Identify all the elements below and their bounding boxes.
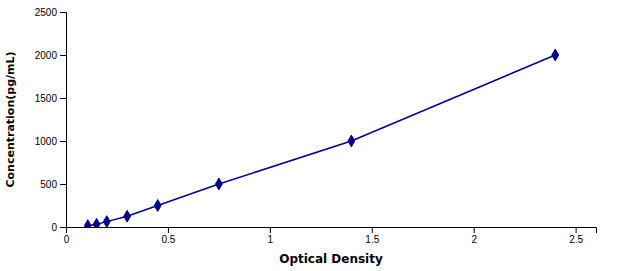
y-tick-label: 1500 (35, 93, 58, 104)
plot: 0 0.5 1 1.5 2 2.5 0 500 1000 1500 2000 2500 (35, 7, 597, 245)
y-axis-title: Concentration(pg/mL) (4, 51, 17, 187)
y-tick-mark (60, 227, 66, 228)
x-tick: 1 (268, 227, 274, 245)
y-tick-label: 1000 (35, 136, 58, 147)
y-tick-label: 2000 (35, 50, 58, 61)
x-axis-title: Optical Density (279, 252, 383, 266)
x-tick-mark (270, 227, 271, 233)
point (154, 200, 161, 212)
x-tick-label: 0.5 (161, 234, 175, 245)
y-tick-mark (60, 141, 66, 142)
x-tick-label: 2 (471, 234, 477, 245)
chart: 0 0.5 1 1.5 2 2.5 0 500 1000 1500 2000 2500 Optical … (0, 0, 618, 271)
y-tick-label: 2500 (35, 7, 58, 18)
x-tick-mark (372, 227, 373, 233)
x-tick-label: 1.5 (365, 234, 379, 245)
x-axis-line (67, 228, 597, 234)
point (552, 49, 559, 61)
x-tick-mark (474, 227, 475, 233)
x-tick: 2 (471, 227, 477, 245)
x-tick: 2.5 (569, 227, 583, 245)
x-tick-mark (168, 227, 169, 233)
y-tick-mark (60, 98, 66, 99)
point (84, 220, 91, 227)
y-tick: 1000 (35, 136, 66, 147)
y-tick: 0 (51, 222, 66, 233)
x-tick-label: 0 (64, 234, 70, 245)
y-tick-label: 0 (51, 222, 57, 233)
x-tick: 0 (64, 227, 70, 245)
x-tick: 1.5 (365, 227, 379, 245)
y-axis: 0 500 1000 1500 2000 2500 (35, 7, 67, 233)
point (215, 178, 222, 190)
point (103, 216, 110, 227)
point (348, 135, 355, 147)
point (93, 218, 100, 227)
x-tick-label: 1 (268, 234, 274, 245)
x-tick-mark (576, 227, 577, 233)
point (124, 210, 131, 222)
x-tick-label: 2.5 (569, 234, 583, 245)
y-tick-mark (60, 184, 66, 185)
line (88, 55, 555, 226)
y-tick: 500 (40, 179, 66, 190)
y-tick-mark (60, 12, 66, 13)
y-tick-mark (60, 55, 66, 56)
y-tick-label: 500 (40, 179, 57, 190)
marks (84, 49, 558, 227)
y-tick: 1500 (35, 93, 66, 104)
x-axis: 0 0.5 1 1.5 2 2.5 (64, 227, 597, 245)
x-tick: 0.5 (161, 227, 175, 245)
y-tick: 2000 (35, 50, 66, 61)
y-axis-line (60, 13, 67, 228)
y-tick: 2500 (35, 7, 66, 18)
